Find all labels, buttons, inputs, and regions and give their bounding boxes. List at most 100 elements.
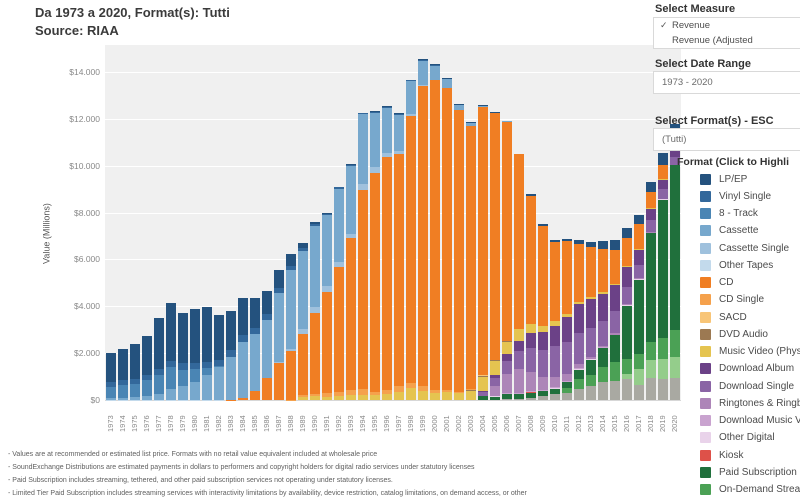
bar-segment[interactable] — [574, 369, 584, 379]
bar-segment[interactable] — [454, 105, 464, 111]
bar-segment[interactable] — [670, 377, 680, 400]
bar-segment[interactable] — [646, 232, 656, 343]
bar-segment[interactable] — [418, 391, 428, 400]
bar-segment[interactable] — [286, 350, 296, 400]
bar-segment[interactable] — [166, 360, 176, 367]
bar-segment[interactable] — [634, 265, 644, 279]
bar-segment[interactable] — [298, 329, 308, 334]
legend-item-vinyl-single[interactable]: Vinyl Single — [700, 190, 771, 202]
bar-segment[interactable] — [610, 283, 620, 286]
bar-segment[interactable] — [298, 248, 308, 252]
bar-segment[interactable] — [370, 112, 380, 114]
bar-1976[interactable] — [142, 335, 152, 400]
bar-segment[interactable] — [190, 369, 200, 382]
bar-segment[interactable] — [646, 181, 656, 192]
bar-2003[interactable] — [466, 122, 476, 400]
bar-segment[interactable] — [346, 234, 356, 238]
bar-segment[interactable] — [586, 296, 596, 299]
bar-segment[interactable] — [226, 310, 236, 351]
bar-segment[interactable] — [178, 385, 188, 400]
bar-segment[interactable] — [346, 165, 356, 235]
bar-segment[interactable] — [538, 225, 548, 326]
bar-segment[interactable] — [538, 224, 548, 226]
bar-segment[interactable] — [334, 266, 344, 392]
bar-segment[interactable] — [190, 309, 200, 363]
bar-segment[interactable] — [466, 122, 476, 124]
bar-segment[interactable] — [214, 366, 224, 368]
bar-segment[interactable] — [154, 369, 164, 375]
bar-2018[interactable] — [646, 181, 656, 400]
bar-segment[interactable] — [538, 331, 548, 350]
legend-item-download-single[interactable]: Download Single — [700, 380, 794, 392]
bar-segment[interactable] — [310, 223, 320, 226]
bar-segment[interactable] — [202, 361, 212, 368]
bar-segment[interactable] — [550, 239, 560, 242]
bar-segment[interactable] — [238, 397, 248, 400]
bar-segment[interactable] — [370, 113, 380, 168]
legend-item-ringtones-ringba[interactable]: Ringtones & Ringba — [700, 397, 800, 409]
bar-segment[interactable] — [442, 390, 452, 393]
bar-1988[interactable] — [286, 253, 296, 400]
bar-segment[interactable] — [622, 266, 632, 288]
bar-segment[interactable] — [454, 393, 464, 400]
bar-segment[interactable] — [406, 388, 416, 400]
bar-segment[interactable] — [118, 380, 128, 385]
bar-2006[interactable] — [502, 120, 512, 400]
bar-segment[interactable] — [130, 344, 140, 379]
bar-segment[interactable] — [550, 387, 560, 389]
bar-segment[interactable] — [670, 149, 680, 158]
bar-segment[interactable] — [586, 242, 596, 248]
bar-segment[interactable] — [466, 122, 476, 123]
bar-segment[interactable] — [178, 369, 188, 386]
bar-segment[interactable] — [586, 247, 596, 297]
legend-item-cd[interactable]: CD — [700, 277, 733, 289]
bar-segment[interactable] — [658, 199, 668, 339]
bar-segment[interactable] — [586, 359, 596, 361]
bar-segment[interactable] — [514, 329, 524, 341]
bar-segment[interactable] — [370, 111, 380, 113]
bar-segment[interactable] — [334, 396, 344, 400]
bar-segment[interactable] — [622, 265, 632, 267]
bar-1987[interactable] — [274, 269, 284, 400]
bar-segment[interactable] — [538, 391, 548, 397]
legend-item-8-track[interactable]: 8 - Track — [700, 208, 758, 220]
bar-segment[interactable] — [454, 104, 464, 106]
bar-segment[interactable] — [346, 164, 356, 166]
bar-segment[interactable] — [658, 338, 668, 360]
bar-segment[interactable] — [478, 375, 488, 377]
bar-segment[interactable] — [202, 306, 212, 362]
bar-segment[interactable] — [658, 378, 668, 400]
bar-segment[interactable] — [670, 165, 680, 330]
legend-item-lp-ep[interactable]: LP/EP — [700, 173, 747, 185]
bar-segment[interactable] — [406, 383, 416, 389]
bar-2000[interactable] — [430, 64, 440, 400]
bar-segment[interactable] — [622, 379, 632, 400]
bar-segment[interactable] — [538, 390, 548, 392]
bar-segment[interactable] — [334, 391, 344, 397]
bar-1977[interactable] — [154, 317, 164, 400]
bar-segment[interactable] — [358, 183, 368, 191]
bar-segment[interactable] — [670, 157, 680, 165]
bar-segment[interactable] — [250, 334, 260, 391]
bar-segment[interactable] — [646, 377, 656, 400]
bar-segment[interactable] — [274, 269, 284, 289]
bar-segment[interactable] — [490, 386, 500, 397]
bar-segment[interactable] — [334, 188, 344, 262]
bar-segment[interactable] — [646, 360, 656, 378]
bar-segment[interactable] — [322, 291, 332, 394]
bar-segment[interactable] — [394, 386, 404, 393]
bar-segment[interactable] — [586, 386, 596, 400]
bar-2013[interactable] — [586, 242, 596, 400]
bar-1986[interactable] — [262, 291, 272, 400]
bar-segment[interactable] — [598, 248, 608, 293]
bar-segment[interactable] — [406, 80, 416, 115]
bar-segment[interactable] — [250, 390, 260, 400]
bar-segment[interactable] — [250, 297, 260, 328]
bar-segment[interactable] — [634, 279, 644, 354]
bar-segment[interactable] — [442, 392, 452, 400]
bar-segment[interactable] — [586, 356, 596, 359]
bar-segment[interactable] — [262, 314, 272, 320]
bar-segment[interactable] — [526, 371, 536, 391]
bar-1975[interactable] — [130, 344, 140, 400]
legend-item-cassette[interactable]: Cassette — [700, 225, 758, 237]
